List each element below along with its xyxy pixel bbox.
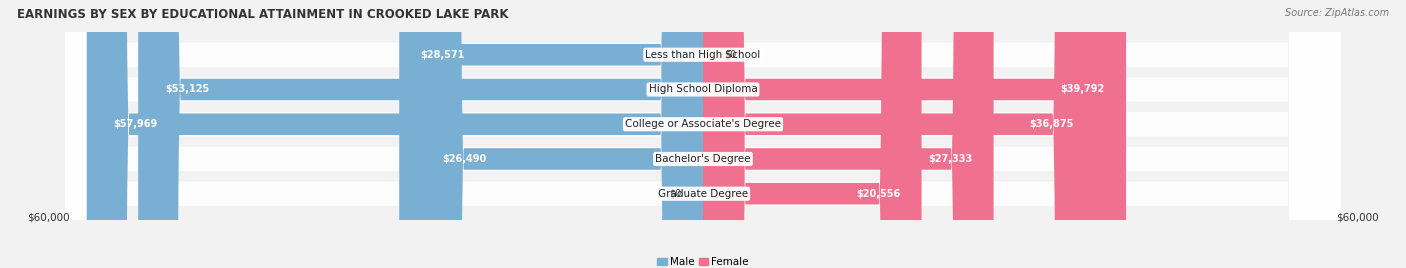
FancyBboxPatch shape: [703, 0, 921, 268]
FancyBboxPatch shape: [703, 0, 994, 268]
Text: $0: $0: [669, 189, 682, 199]
Text: $60,000: $60,000: [27, 212, 69, 222]
FancyBboxPatch shape: [65, 0, 1341, 268]
Text: EARNINGS BY SEX BY EDUCATIONAL ATTAINMENT IN CROOKED LAKE PARK: EARNINGS BY SEX BY EDUCATIONAL ATTAINMEN…: [17, 8, 509, 21]
FancyBboxPatch shape: [87, 0, 703, 268]
FancyBboxPatch shape: [703, 0, 1126, 268]
Text: Source: ZipAtlas.com: Source: ZipAtlas.com: [1285, 8, 1389, 18]
Text: $28,571: $28,571: [420, 50, 465, 60]
FancyBboxPatch shape: [703, 0, 1095, 268]
Text: $57,969: $57,969: [114, 119, 157, 129]
FancyBboxPatch shape: [65, 0, 1341, 268]
Legend: Male, Female: Male, Female: [658, 257, 748, 267]
Text: $20,556: $20,556: [856, 189, 900, 199]
FancyBboxPatch shape: [422, 0, 703, 268]
Text: $36,875: $36,875: [1029, 119, 1074, 129]
Text: Bachelor's Degree: Bachelor's Degree: [655, 154, 751, 164]
FancyBboxPatch shape: [65, 0, 1341, 268]
FancyBboxPatch shape: [65, 0, 1341, 268]
Text: $60,000: $60,000: [1337, 212, 1379, 222]
FancyBboxPatch shape: [399, 0, 703, 268]
Text: High School Diploma: High School Diploma: [648, 84, 758, 95]
Text: Less than High School: Less than High School: [645, 50, 761, 60]
Text: Graduate Degree: Graduate Degree: [658, 189, 748, 199]
FancyBboxPatch shape: [65, 0, 1341, 268]
FancyBboxPatch shape: [138, 0, 703, 268]
Text: $53,125: $53,125: [165, 84, 209, 95]
Text: $0: $0: [724, 50, 737, 60]
Text: $39,792: $39,792: [1060, 84, 1105, 95]
Text: College or Associate's Degree: College or Associate's Degree: [626, 119, 780, 129]
Text: $26,490: $26,490: [443, 154, 486, 164]
Text: $27,333: $27,333: [928, 154, 973, 164]
